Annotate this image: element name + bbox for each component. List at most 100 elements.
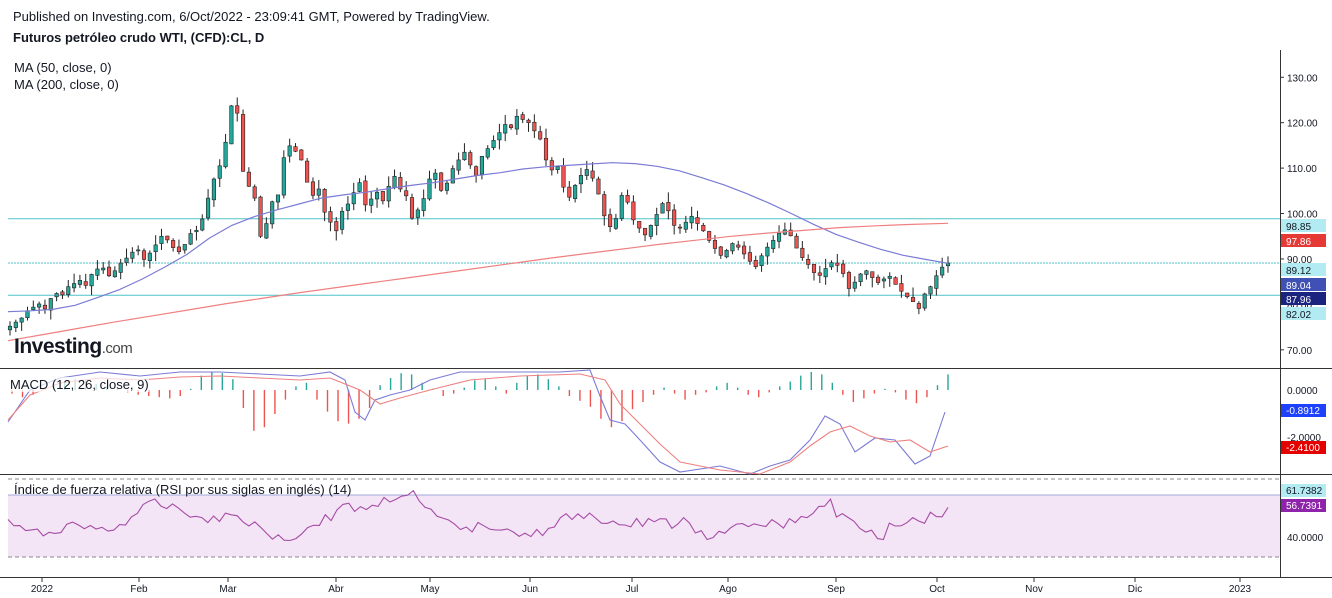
candle-body xyxy=(25,310,30,319)
candle-body xyxy=(305,160,310,183)
rsi-tick-label: 40.0000 xyxy=(1287,533,1324,544)
candle-body xyxy=(392,175,397,188)
macd-tick-label: -2.0000 xyxy=(1287,433,1321,444)
logo-suffix: .com xyxy=(101,340,133,357)
candle-body xyxy=(695,217,700,224)
candle-body xyxy=(415,209,420,218)
candle-body xyxy=(823,268,828,278)
y-tick-label: 80.00 xyxy=(1287,300,1312,311)
candle-body xyxy=(835,262,840,266)
candle-body xyxy=(800,247,805,258)
x-tick-label: May xyxy=(421,584,440,595)
candle-body xyxy=(66,286,71,295)
candle-body xyxy=(689,215,694,224)
candle-body xyxy=(252,186,257,199)
candle-body xyxy=(555,166,560,170)
y-tick-label: 90.00 xyxy=(1287,255,1312,266)
candle-body xyxy=(608,214,613,228)
candle-body xyxy=(468,152,473,166)
candle-body xyxy=(887,275,892,279)
candle-body xyxy=(380,191,385,202)
candle-body xyxy=(374,191,380,200)
candle-body xyxy=(876,276,881,283)
candle-body xyxy=(322,188,327,213)
candle-body xyxy=(479,156,484,175)
candle-body xyxy=(806,259,811,265)
candle-body xyxy=(165,235,170,241)
signal-value-bg xyxy=(1281,441,1326,454)
candle-body xyxy=(398,177,403,190)
macd-legend: MACD (12, 26, close, 9) xyxy=(10,377,149,392)
macd-value-bg xyxy=(1281,404,1326,417)
candle-body xyxy=(543,137,549,161)
candle-body xyxy=(54,293,59,298)
candle-body xyxy=(112,270,117,278)
candle-body xyxy=(409,197,415,219)
candle-body xyxy=(794,235,799,249)
candle-body xyxy=(299,149,304,161)
ma200-line xyxy=(7,222,949,342)
candle-body xyxy=(293,146,298,152)
candle-body xyxy=(206,197,211,219)
candle-body xyxy=(613,218,618,229)
candle-body xyxy=(648,225,653,237)
candle-body xyxy=(334,221,339,232)
candle-body xyxy=(916,303,921,309)
candle-body xyxy=(275,194,281,203)
rsi-legend: Índice de fuerza relativa (RSI por sus s… xyxy=(14,482,352,497)
candle-body xyxy=(788,229,793,237)
price-label: 98.85 xyxy=(1286,222,1311,233)
x-tick-label: Ago xyxy=(719,584,737,595)
candle-body xyxy=(736,244,741,248)
candle-body xyxy=(427,178,432,200)
candle-body xyxy=(101,267,106,271)
signal-value-label: -2.4100 xyxy=(1286,443,1320,454)
candle-body xyxy=(42,304,48,310)
x-tick-label: Mar xyxy=(219,584,237,595)
ma50-line xyxy=(7,162,949,313)
candle-body xyxy=(508,124,514,128)
candle-body xyxy=(520,114,525,120)
rsi-band xyxy=(8,495,1280,557)
macd-value-label: -0.8912 xyxy=(1286,406,1320,417)
candle-body xyxy=(404,190,409,197)
candle-body xyxy=(264,223,269,239)
price-label-bg xyxy=(1281,263,1326,276)
ma50-legend: MA (50, close, 0) xyxy=(14,60,112,75)
rsi-line xyxy=(7,489,949,542)
x-tick-label: 2023 xyxy=(1229,584,1252,595)
candle-body xyxy=(596,178,601,195)
candle-body xyxy=(637,221,642,229)
candle-body xyxy=(642,227,648,236)
candle-body xyxy=(503,124,508,134)
candle-body xyxy=(491,140,496,149)
candle-body xyxy=(811,263,817,273)
candle-body xyxy=(95,268,100,276)
candle-body xyxy=(497,132,502,141)
candle-body xyxy=(940,266,945,276)
candle-body xyxy=(567,186,572,198)
candle-body xyxy=(718,246,723,256)
candle-body xyxy=(124,257,129,263)
candle-body xyxy=(421,198,426,211)
candle-body xyxy=(677,226,683,229)
symbol-title: Futuros petróleo crudo WTI, (CFD):CL, D xyxy=(13,30,265,45)
candle-body xyxy=(141,250,147,260)
candle-body xyxy=(660,203,665,214)
candle-body xyxy=(899,283,904,292)
price-label-bg xyxy=(1281,219,1326,232)
x-tick-label: Abr xyxy=(328,584,344,595)
candle-body xyxy=(316,188,321,196)
candle-body xyxy=(701,225,706,232)
x-tick-label: Oct xyxy=(929,584,945,595)
candle-body xyxy=(235,105,240,114)
candle-body xyxy=(240,114,246,172)
y-tick-label: 130.00 xyxy=(1287,73,1318,84)
candle-body xyxy=(759,255,764,266)
candle-body xyxy=(817,272,822,276)
candle-body xyxy=(13,321,18,328)
price-label-bg xyxy=(1281,292,1326,305)
candle-body xyxy=(287,145,292,157)
candle-body xyxy=(683,221,688,230)
